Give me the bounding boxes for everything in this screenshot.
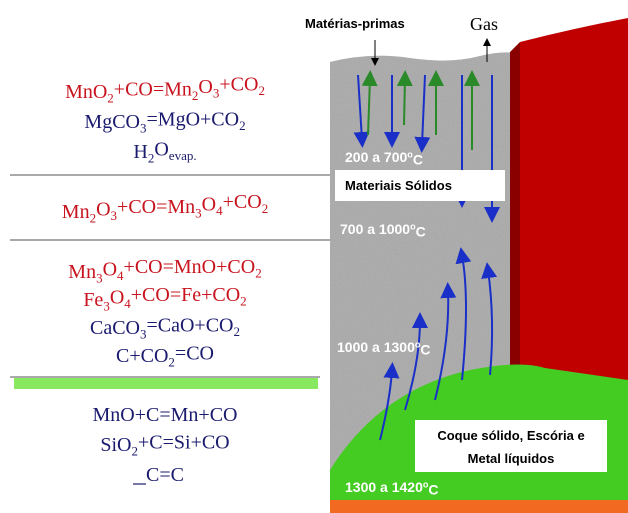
green-bar: [14, 378, 318, 389]
equation-script: 2: [168, 355, 175, 370]
equation-script: 3: [213, 86, 220, 101]
temperature-part: C: [420, 341, 430, 357]
liquids-label: Coque sólido, Escória e: [437, 428, 584, 443]
equation-script: 2: [234, 324, 241, 339]
temperature: 200 a 700oC: [345, 149, 423, 167]
temperature-script: o: [415, 339, 421, 349]
equation-script: 4: [124, 296, 131, 311]
equation-script: 3: [195, 206, 202, 221]
hearth: [330, 500, 628, 513]
equation: Fe3O4+CO=Fe+CO2: [83, 284, 246, 313]
gas-label: Gas: [470, 14, 498, 34]
temperature-part: 200 a 700: [345, 149, 407, 165]
equation: MnO+C=Mn+CO: [93, 404, 238, 426]
equation-part: =CO: [175, 343, 214, 365]
equation-script: evap.: [169, 148, 197, 163]
temperature: 1300 a 1420oC: [345, 479, 439, 497]
equation-part: +CO=Mn: [117, 196, 195, 218]
furnace-wall: [520, 18, 628, 440]
temperature-part: 1300 a 1420: [345, 479, 423, 495]
equation-part: +CO=MnO+CO: [124, 256, 256, 278]
equation-part: O: [110, 287, 124, 309]
equation-part: O: [96, 199, 110, 221]
equation-script: 3: [140, 327, 147, 342]
equation-part: MnO: [65, 81, 107, 103]
equation-script: 2: [255, 266, 262, 281]
equation-part: SiO: [100, 434, 131, 456]
raw-materials-label: Matérias-primas: [305, 16, 405, 31]
equation-part: O: [198, 76, 212, 98]
equation-script: 2: [131, 444, 138, 459]
temperature-part: 700 a 1000: [340, 221, 410, 237]
equation-script: 2: [90, 211, 97, 226]
equation-part: C+CO: [116, 345, 168, 367]
equation-part: +CO=Fe+CO: [131, 284, 240, 306]
equation-part: Mn: [62, 201, 90, 223]
equation: CaCO3=CaO+CO2: [90, 315, 240, 342]
equation-part: =MgO+CO: [147, 109, 240, 131]
equation-script: 2: [192, 88, 199, 103]
equation-script: 4: [117, 268, 124, 283]
equation: MgCO3=MgO+CO2: [84, 109, 245, 136]
temperature: 1000 a 1300oC: [337, 339, 431, 357]
equation-script: 2: [258, 83, 265, 98]
equation-part: MnO+C=Mn+CO: [93, 404, 238, 426]
equation-part: O: [154, 139, 168, 161]
liquids-box: [415, 420, 607, 472]
temperature-part: C: [428, 481, 438, 497]
equation: MnO2+CO=Mn2O3+CO2: [65, 74, 265, 106]
equation: C+CO2=CO: [116, 343, 214, 370]
equation-part: O: [202, 194, 216, 216]
equation-script: 3: [103, 299, 110, 314]
equation: Mn2O3+CO=Mn3O4+CO2: [62, 191, 268, 225]
temperature: 700 a 1000oC: [340, 221, 426, 239]
equation-script: 2: [240, 294, 247, 309]
equation-part: O: [103, 259, 117, 281]
solids-box: [335, 170, 505, 201]
temperature-part: 1000 a 1300: [337, 339, 415, 355]
temperature-script: o: [407, 149, 413, 159]
equation-script: 3: [96, 271, 103, 286]
equation-part: =CaO+CO: [146, 315, 233, 337]
equation-part: Fe: [83, 289, 103, 311]
equation: SiO2+C=Si+CO: [100, 432, 229, 459]
equation-script: 2: [239, 118, 246, 133]
equation-part: Mn: [68, 261, 96, 283]
equation-part: +CO=Mn: [114, 79, 192, 101]
equation-part: +CO: [219, 74, 258, 96]
equation-part: H: [133, 141, 147, 163]
temperature-part: C: [416, 223, 426, 239]
equation: H2Oevap.: [133, 139, 196, 166]
equation-script: 3: [140, 121, 147, 136]
equation-script: 3: [111, 208, 118, 223]
equation-part: +C=Si+CO: [138, 432, 230, 454]
equation-part: CaCO: [90, 317, 140, 339]
temperature-script: o: [423, 479, 429, 489]
temperature-script: o: [410, 221, 416, 231]
equation-script: 2: [107, 91, 114, 106]
temperature-part: C: [413, 151, 423, 167]
equation: Mn3O4+CO=MnO+CO2: [68, 256, 261, 285]
liquids-label: Metal líquidos: [468, 451, 555, 466]
equation-part: +CO: [223, 191, 262, 213]
equation-script: 4: [216, 203, 223, 218]
equation-part: C=C: [146, 464, 184, 486]
equation: C=C: [146, 464, 184, 486]
equation-script: 2: [262, 201, 269, 216]
solids-label: Materiais Sólidos: [345, 178, 452, 193]
wall-edge: [510, 42, 520, 380]
equation-part: MgCO: [84, 111, 140, 133]
equation-script: 2: [148, 151, 155, 166]
